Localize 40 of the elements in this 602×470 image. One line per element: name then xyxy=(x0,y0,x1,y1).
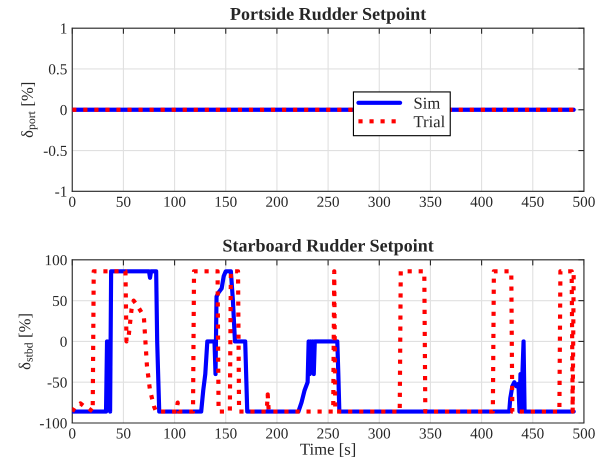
x-tick-label: 0 xyxy=(69,428,76,439)
x-tick-label: 100 xyxy=(164,428,186,439)
x-tick-label: 100 xyxy=(164,196,186,207)
line-series xyxy=(72,269,576,414)
y-tick-label: -0.5 xyxy=(44,146,67,156)
x-tick-label: 250 xyxy=(317,196,339,207)
y-tick-label: 0.5 xyxy=(48,64,67,75)
y-axis-title: δ$_{stbd}$ [%] xyxy=(18,314,33,370)
x-tick-label: 350 xyxy=(420,428,442,439)
x-tick-label: 150 xyxy=(216,196,237,207)
x-tick-label: 350 xyxy=(420,196,442,207)
legend-label: Trial xyxy=(414,116,445,128)
x-tick-label: 150 xyxy=(216,428,237,439)
y-axis-title: δ$_{port}$ [%] xyxy=(21,82,38,138)
y-tick-label: -1 xyxy=(55,186,66,197)
x-tick-label: 50 xyxy=(116,428,130,439)
y-tick-label: -100 xyxy=(40,418,67,428)
y-tick-label: 100 xyxy=(46,255,67,266)
x-axis-title: Time [s] xyxy=(300,443,356,457)
x-tick-label: 450 xyxy=(522,428,544,439)
x-tick-label: 300 xyxy=(368,196,390,207)
chart-title: Starboard Rudder Setpoint xyxy=(223,238,434,256)
y-tick-label: 0 xyxy=(60,104,67,116)
x-tick-label: 500 xyxy=(573,428,595,439)
x-tick-label: 50 xyxy=(116,196,130,207)
x-tick-label: 400 xyxy=(470,428,492,439)
y-tick-label: 0 xyxy=(60,336,67,347)
y-tick-label: 50 xyxy=(52,296,67,306)
x-tick-label: 200 xyxy=(266,428,288,439)
legend-label: Sim xyxy=(414,98,440,109)
x-tick-label: 0 xyxy=(69,196,76,207)
chart-title: Portside Rudder Setpoint xyxy=(230,7,426,24)
x-tick-label: 450 xyxy=(522,196,544,207)
x-tick-label: 400 xyxy=(470,196,492,207)
y-tick-label: 1 xyxy=(61,23,66,34)
x-tick-label: 500 xyxy=(573,196,595,207)
x-tick-label: 200 xyxy=(266,196,288,207)
x-tick-label: 300 xyxy=(368,428,390,439)
y-tick-label: -50 xyxy=(48,377,67,388)
x-tick-label: 250 xyxy=(317,428,339,439)
